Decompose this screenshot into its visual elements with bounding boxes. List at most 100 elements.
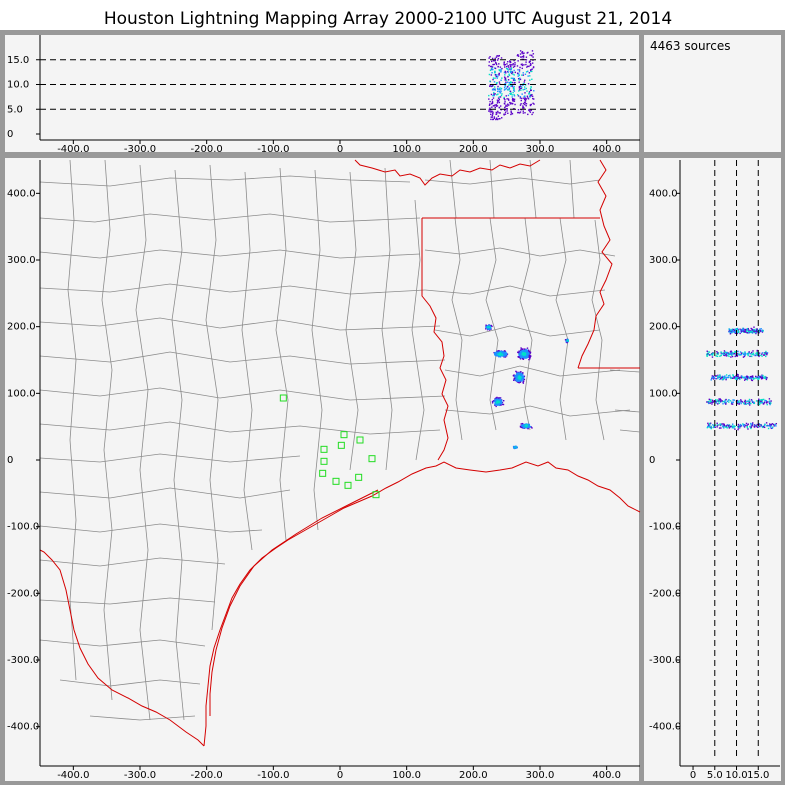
ns-source-point xyxy=(725,403,727,405)
ew-source-point xyxy=(532,66,535,69)
ew-source-point xyxy=(517,95,520,97)
ns-source-point xyxy=(751,353,754,355)
plan-source-point xyxy=(499,354,502,356)
ns-source-point xyxy=(751,424,754,426)
ew-source-point xyxy=(497,100,499,103)
ns-source-point xyxy=(716,355,719,358)
ew-source-point xyxy=(495,75,497,78)
ew-source-point xyxy=(492,88,495,91)
ns-source-point xyxy=(765,350,767,353)
ew-source-point xyxy=(491,99,493,101)
ns-source-point xyxy=(744,354,746,357)
ew-source-point xyxy=(500,68,502,71)
ew-source-point xyxy=(498,74,500,76)
plan-source-point xyxy=(499,353,501,356)
figure-title: Houston Lightning Mapping Array 2000-210… xyxy=(104,9,672,29)
ns-source-point xyxy=(768,398,771,400)
ew-source-point xyxy=(513,79,516,82)
ew-source-point xyxy=(493,81,496,83)
ns-source-point xyxy=(761,398,763,401)
ns-source-point xyxy=(744,377,746,379)
ew-source-point xyxy=(500,90,502,93)
ns-source-point xyxy=(726,427,728,429)
ns-source-point xyxy=(755,328,758,330)
plan-x-tick-label: -200.0 xyxy=(191,770,223,781)
plan-source-point xyxy=(519,357,521,359)
ew-source-point xyxy=(496,55,498,57)
ns-source-point xyxy=(768,424,770,427)
ew-source-point xyxy=(508,104,510,106)
ns-source-point xyxy=(715,402,717,404)
ew-source-point xyxy=(518,86,521,88)
ew-source-point xyxy=(497,57,500,60)
ns-source-point xyxy=(706,355,708,357)
ew-source-point xyxy=(511,84,513,86)
ew-source-point xyxy=(491,67,493,69)
ns-source-point xyxy=(721,352,724,355)
county-boundaries xyxy=(39,159,641,721)
ew-source-point xyxy=(489,80,491,82)
ew-source-point xyxy=(507,69,509,71)
ew-source-point xyxy=(521,93,523,95)
plan-source-point xyxy=(521,425,523,427)
ns-source-point xyxy=(719,400,721,402)
plan-source-point xyxy=(520,349,522,351)
ns-source-point xyxy=(758,402,760,404)
plan-source-point xyxy=(499,397,502,399)
plan-source-point xyxy=(525,349,527,352)
ns-source-point xyxy=(752,401,755,403)
ns-source-point xyxy=(746,425,748,428)
ew-source-point xyxy=(533,90,535,92)
ew-source-point xyxy=(491,72,493,74)
ns-source-point xyxy=(739,378,741,380)
plan-source-point xyxy=(488,325,490,327)
ew-source-point xyxy=(489,85,491,87)
ew-source-point xyxy=(520,85,522,88)
ns-source-point xyxy=(744,329,747,331)
ew-source-point xyxy=(511,72,513,75)
ew-source-point xyxy=(506,70,509,73)
ns-source-point xyxy=(725,426,727,428)
ns-source-point xyxy=(748,330,750,333)
ew-source-point xyxy=(492,84,494,87)
station-marker xyxy=(356,436,364,444)
ew-source-point xyxy=(491,114,494,117)
ns-y-tick-label: 400.0 xyxy=(649,188,678,199)
ns-source-point xyxy=(734,354,737,356)
plan-source-point xyxy=(516,375,519,377)
plan-source-point xyxy=(497,402,499,405)
ns-source-point xyxy=(731,377,734,379)
ns-source-point xyxy=(716,399,719,401)
ew-source-point xyxy=(492,97,495,99)
ns-source-point xyxy=(729,330,731,332)
ns-source-point xyxy=(708,351,711,353)
ew-source-point xyxy=(529,104,532,107)
ns-source-point xyxy=(761,425,764,428)
ns-source-point xyxy=(737,400,739,403)
plan-source-point xyxy=(491,400,494,403)
ns-source-point xyxy=(742,329,744,331)
ew-source-point xyxy=(509,64,512,66)
plan-x-tick-label: -400.0 xyxy=(57,770,89,781)
ns-source-point xyxy=(730,332,732,334)
ew-source-point xyxy=(503,76,506,78)
ns-source-point xyxy=(709,402,711,404)
ew-source-point xyxy=(505,65,508,68)
ew-source-point xyxy=(522,110,524,112)
ew-source-point xyxy=(503,66,506,68)
ew-source-point xyxy=(496,88,499,90)
ew-source-point xyxy=(504,99,506,101)
ew-source-point xyxy=(524,100,527,102)
ew-source-point xyxy=(533,103,535,105)
ew-source-point xyxy=(489,103,491,105)
plan-source-point xyxy=(525,349,528,351)
ew-source-point xyxy=(505,104,507,106)
ns-source-point xyxy=(736,402,738,405)
ns-source-point xyxy=(748,351,750,353)
plan-source-point xyxy=(527,354,529,357)
ns-source-point xyxy=(746,426,749,429)
plan-source-point xyxy=(504,355,506,357)
ew-source-point xyxy=(513,77,515,80)
ew-source-point xyxy=(514,71,517,74)
ns-source-point xyxy=(734,425,736,428)
